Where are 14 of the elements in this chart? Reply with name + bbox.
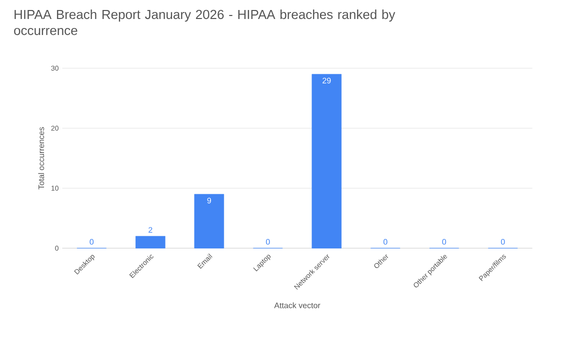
data-label: 9 [207,198,211,204]
y-axis-title: Total occurrences [38,127,44,190]
bar [136,236,166,248]
bar [194,194,224,248]
data-label: 0 [442,238,446,245]
data-label: 0 [266,238,270,245]
data-label: 2 [148,227,152,233]
x-axis-title: Attack vector [274,302,320,308]
data-label: 0 [500,238,505,245]
bar [312,74,342,248]
chart-title: HIPAA Breach Report January 2026 - HIPAA breaches ranked by occurrence [14,10,396,36]
data-label: 0 [383,238,388,245]
data-label: 0 [90,238,94,245]
data-label: 29 [322,78,331,84]
